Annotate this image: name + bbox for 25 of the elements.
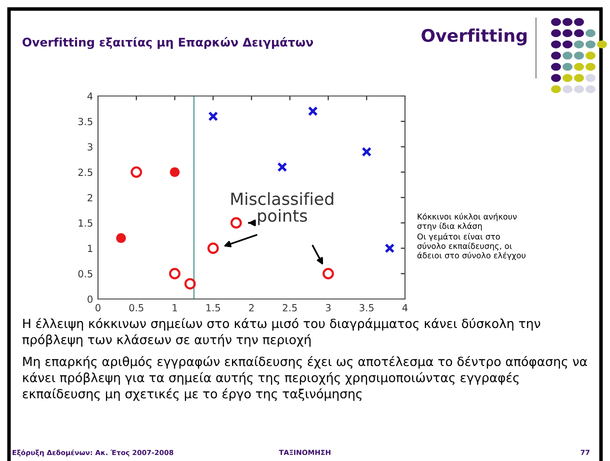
x-tick-label: 2 <box>249 304 254 312</box>
y-tick-label: 4 <box>87 92 93 100</box>
x-tick-label: 1.5 <box>206 304 220 312</box>
text: Η έλλειψη κόκκινων σημείων στο κάτω μισό του διαγράμματος κάνει δύσκολη την πρόβλεψη των κλάσεων σε αυτήν την περιοχή <box>22 318 540 347</box>
y-tick-label: 1.5 <box>78 219 92 227</box>
x-tick-label: 3 <box>326 304 331 312</box>
x-tick-label: 3.5 <box>360 304 374 312</box>
x-tick-label: 4 <box>402 304 408 312</box>
chart-subtitle: Overfitting εξαιτίας μη Επαρκών Δειγμάτων <box>22 37 314 49</box>
y-tick-label: 2.5 <box>78 168 92 176</box>
text: Κόκκινοι κύκλοι ανήκουν στην ίδια κλάση <box>417 213 517 231</box>
y-tick-label: 0 <box>88 295 92 303</box>
y-tick-label: 1 <box>88 244 92 252</box>
annotation: Misclassified points <box>231 192 334 226</box>
text: Οι γεμάτοι είναι στο σύνολο εκπαίδευσης, οι άδειοι στο σύνολο ελέγχου <box>417 233 526 260</box>
y-tick-label: 0.5 <box>78 270 92 278</box>
x-tick-label: 1 <box>172 304 177 312</box>
x-tick-label: 0.5 <box>129 304 144 312</box>
y-tick-label: 2 <box>88 194 92 202</box>
text: Overfitting <box>422 28 527 46</box>
text: Μη επαρκής αριθμός εγγραφών εκπαίδευσης έχει ως αποτέλεσμα το δέντρο απόφασης να κάνει πρόβλεψη για τα σημεία αυτής της περιοχής χρησιμοποιώντας εγγραφές εκπαίδευσης μη σχετικές με το έργο της ταξινόμησης <box>22 356 587 401</box>
y-tick-label: 3.5 <box>78 118 92 126</box>
x-tick-label: 2.5 <box>282 304 297 312</box>
x-tick-label: 0 <box>96 304 100 312</box>
y-tick-label: 3 <box>88 143 92 151</box>
